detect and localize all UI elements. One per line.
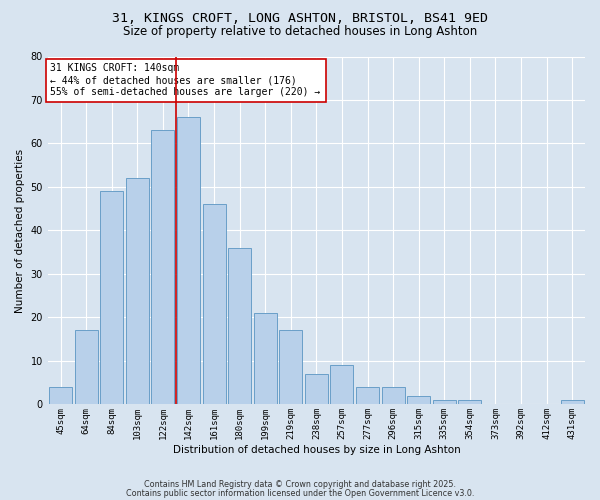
Bar — [49, 387, 72, 404]
Text: Size of property relative to detached houses in Long Ashton: Size of property relative to detached ho… — [123, 25, 477, 38]
Bar — [74, 330, 98, 404]
Bar — [382, 387, 404, 404]
Bar — [203, 204, 226, 404]
Bar — [407, 396, 430, 404]
Bar — [228, 248, 251, 404]
Bar — [151, 130, 175, 404]
Bar — [280, 330, 302, 404]
Bar — [305, 374, 328, 404]
Bar — [100, 192, 123, 404]
Bar — [356, 387, 379, 404]
Text: Contains public sector information licensed under the Open Government Licence v3: Contains public sector information licen… — [126, 489, 474, 498]
Y-axis label: Number of detached properties: Number of detached properties — [15, 148, 25, 312]
Text: 31, KINGS CROFT, LONG ASHTON, BRISTOL, BS41 9ED: 31, KINGS CROFT, LONG ASHTON, BRISTOL, B… — [112, 12, 488, 26]
Text: Contains HM Land Registry data © Crown copyright and database right 2025.: Contains HM Land Registry data © Crown c… — [144, 480, 456, 489]
Bar — [126, 178, 149, 404]
Bar — [254, 313, 277, 404]
Bar — [433, 400, 456, 404]
Text: 31 KINGS CROFT: 140sqm
← 44% of detached houses are smaller (176)
55% of semi-de: 31 KINGS CROFT: 140sqm ← 44% of detached… — [50, 64, 321, 96]
Bar — [458, 400, 481, 404]
Bar — [331, 366, 353, 405]
Bar — [177, 118, 200, 405]
Bar — [560, 400, 584, 404]
X-axis label: Distribution of detached houses by size in Long Ashton: Distribution of detached houses by size … — [173, 445, 460, 455]
